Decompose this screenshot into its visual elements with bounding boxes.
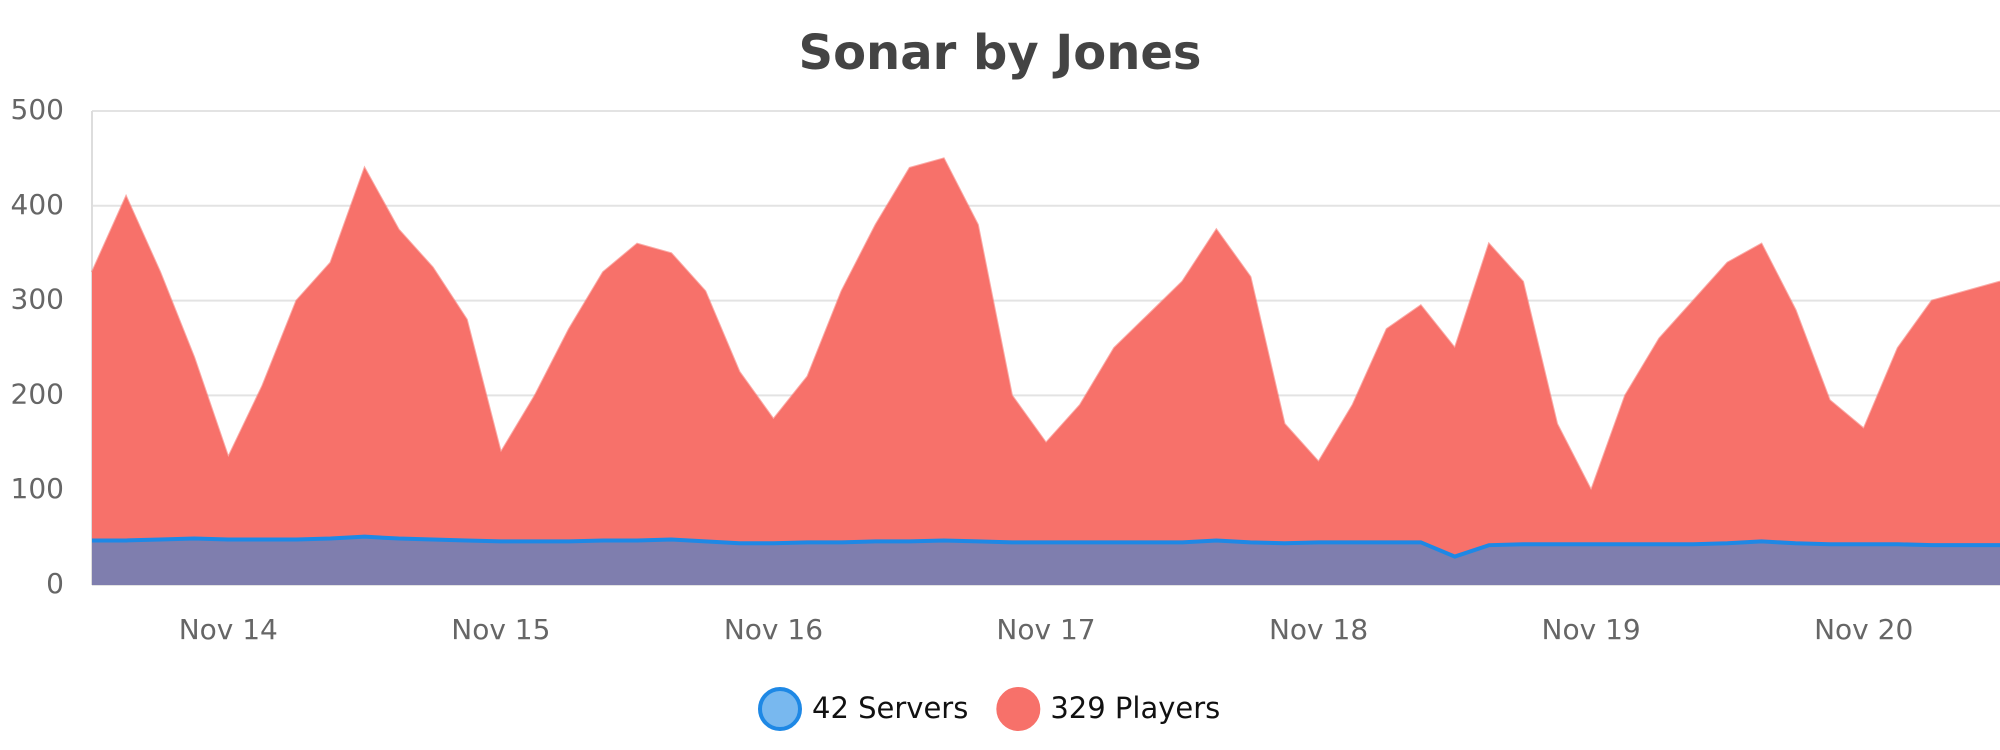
y-tick-label: 500 — [11, 93, 64, 126]
x-tick-label: Nov 20 — [1814, 613, 1913, 646]
legend-marker — [996, 687, 1041, 731]
legend-marker — [758, 687, 802, 731]
legend: 42 Servers 329 Players — [758, 687, 1220, 731]
x-tick-label: Nov 14 — [179, 613, 278, 646]
series-area — [92, 158, 2000, 585]
legend-label: 329 Players — [1050, 691, 1220, 725]
series-line — [91, 157, 2000, 493]
y-tick-label: 200 — [11, 377, 64, 410]
x-tick-label: Nov 19 — [1542, 613, 1641, 646]
y-tick-label: 400 — [11, 188, 64, 221]
y-tick-label: 300 — [11, 283, 64, 316]
series-area — [92, 536, 2000, 585]
y-tick-label: 100 — [11, 472, 64, 505]
chart-title: Sonar by Jones — [799, 25, 1202, 81]
x-tick-label: Nov 17 — [996, 613, 1095, 646]
series-line — [92, 534, 2000, 559]
x-tick-label: Nov 18 — [1269, 613, 1368, 646]
x-tick-label: Nov 15 — [451, 613, 550, 646]
y-tick-label: 0 — [46, 567, 64, 600]
x-tick-label: Nov 16 — [724, 613, 823, 646]
legend-label: 42 Servers — [812, 691, 968, 725]
